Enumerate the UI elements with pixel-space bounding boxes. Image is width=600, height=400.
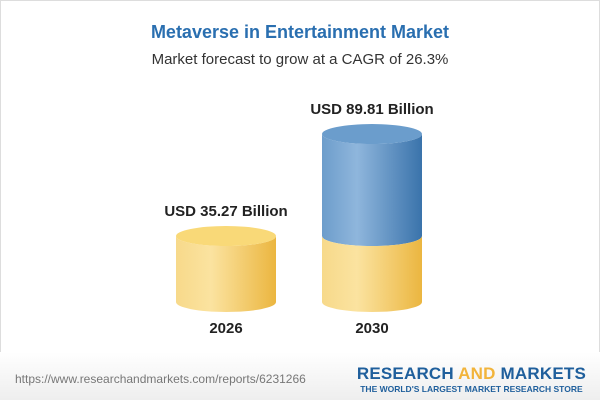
bar-2030-growth xyxy=(322,134,422,247)
category-label: 2030 xyxy=(355,320,388,337)
bar-2030-base xyxy=(322,236,422,312)
footer xyxy=(0,352,600,400)
bar-2026-top xyxy=(176,226,276,247)
data-label: USD 35.27 Billion xyxy=(164,203,287,220)
data-label: USD 89.81 Billion xyxy=(310,101,433,118)
chart-title: Metaverse in Entertainment Market xyxy=(150,22,450,42)
category-label: 2026 xyxy=(209,320,242,337)
report-url[interactable]: https://www.researchandmarkets.com/repor… xyxy=(15,372,306,386)
logo: RESEARCH AND MARKETS THE WORLD'S LARGEST… xyxy=(356,364,586,394)
bar-2030-growth-top xyxy=(322,124,422,145)
chart-subtitle: Market forecast to grow at a CAGR of 26.… xyxy=(151,51,449,68)
bar-2026 xyxy=(176,236,276,312)
chart-area: USD 35.27 Billion 2026 USD 89.81 Billion 20… xyxy=(164,101,433,337)
